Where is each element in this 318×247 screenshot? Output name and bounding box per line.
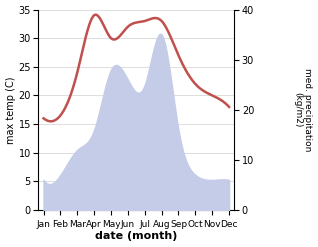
Y-axis label: med. precipitation
(kg/m2): med. precipitation (kg/m2) (293, 68, 313, 151)
Y-axis label: max temp (C): max temp (C) (5, 76, 16, 144)
X-axis label: date (month): date (month) (95, 231, 177, 242)
